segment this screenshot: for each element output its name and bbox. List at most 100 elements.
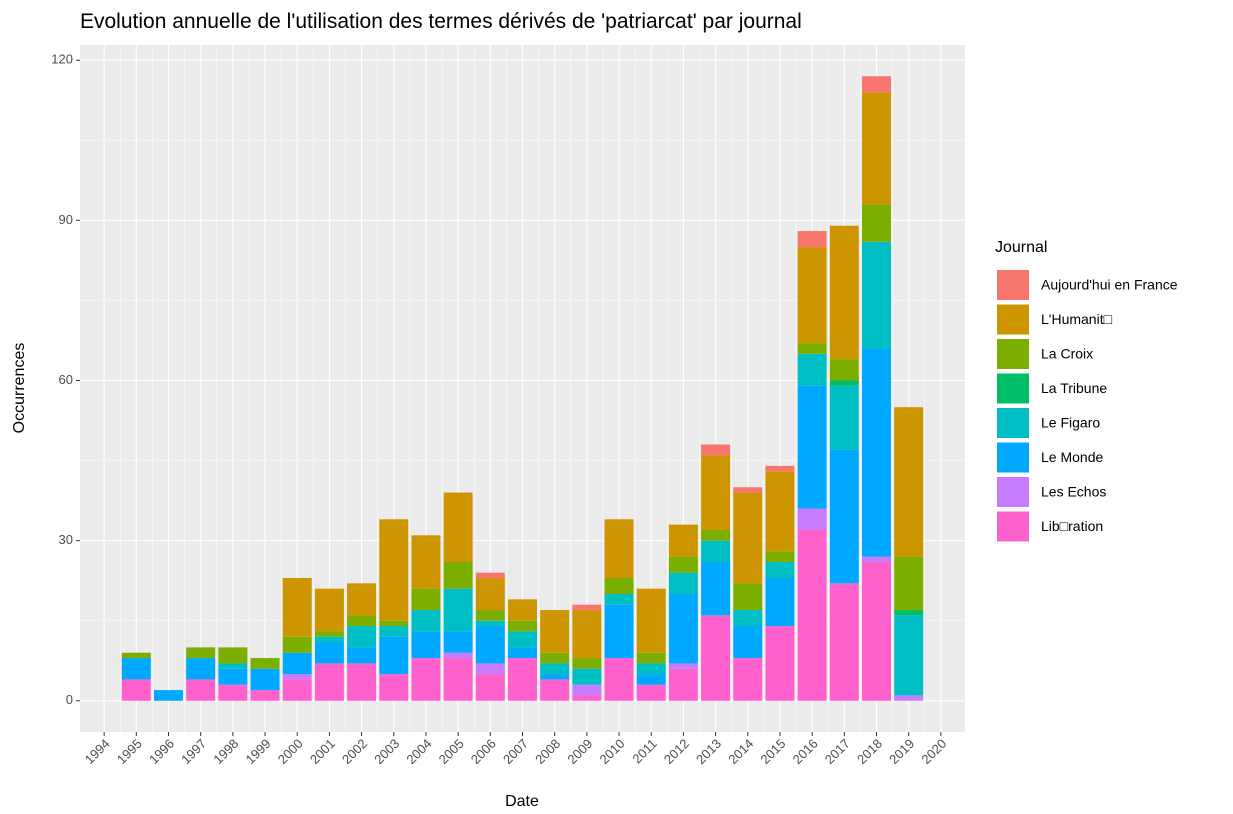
bar-segment [765,577,795,627]
bar-segment [829,359,859,381]
bar-segment [765,471,795,552]
bar-segment [411,658,441,701]
bar-segment [894,610,924,616]
y-axis-title: Occurrences [11,343,28,434]
bar-segment [604,577,634,595]
bar-segment [508,631,537,648]
bar-segment [347,663,377,701]
legend-swatch [997,304,1029,335]
bar-segment [508,658,537,701]
x-tick-label: 2008 [532,736,563,767]
x-tick-label: 2020 [918,736,949,767]
bar-segment [443,631,473,653]
bar-segment [862,241,891,349]
bar-segment [475,572,505,578]
bar-segment [314,588,344,632]
bar-segment [604,519,634,578]
x-tick-label: 2002 [339,736,370,767]
legend-label: Le Monde [1041,449,1103,465]
x-tick-label: 2017 [822,736,853,767]
x-tick-label: 1998 [210,736,241,767]
x-tick-label: 2019 [886,736,917,767]
bar-segment [314,631,344,637]
bar-segment [121,658,151,680]
bar-segment [540,652,570,664]
bar-segment [701,615,731,701]
bar-segment [797,529,827,701]
x-tick-label: 2015 [757,736,788,767]
y-tick-label: 60 [59,372,73,387]
legend-label: Aujourd'hui en France [1041,277,1178,293]
bar-segment [797,508,827,530]
bar-segment [636,588,666,653]
bar-segment [121,679,151,701]
bar-segment [862,561,891,701]
bar-segment [862,204,891,242]
x-tick-label: 2009 [564,736,595,767]
bar-segment [894,615,924,696]
bar-segment [379,626,409,637]
bar-segment [411,610,441,632]
legend-label: L'Humanit□ [1041,311,1113,327]
bar-segment [636,652,666,664]
bar-segment [765,551,795,562]
legend-label: Les Echos [1041,484,1106,500]
x-tick-label: 1997 [178,736,209,767]
bar-segment [347,615,377,627]
bar-segment [218,668,248,685]
bar-segment [186,679,216,701]
y-tick-label: 90 [59,212,73,227]
legend-swatch [997,339,1029,369]
bar-segment [572,695,602,701]
legend-swatch [997,408,1029,438]
bar-segment [572,610,602,659]
bar-segment [411,535,441,589]
bar-segment [282,652,312,675]
x-tick-label: 2012 [661,736,692,767]
bar-segment [668,663,698,669]
bar-segment [572,658,602,669]
legend-swatch [997,373,1029,404]
x-tick-label: 2007 [500,736,531,767]
x-axis-title: Date [505,793,539,810]
x-tick-label: 2018 [854,736,885,767]
bar-segment [765,465,795,472]
bar-segment [829,225,859,360]
x-tick-label: 2005 [436,736,467,767]
bar-segment [186,647,216,659]
bar-segment [411,588,441,611]
bar-segment [797,385,827,509]
legend-swatch [997,511,1029,542]
bar-segment [862,556,891,562]
bar-segment [604,604,634,659]
bar-segment [862,92,891,205]
bar-segment [894,407,924,557]
bar-segment [862,348,891,557]
x-tick-label: 1999 [243,736,274,767]
bar-segment [379,636,409,675]
bar-segment [701,540,731,562]
bar-segment [475,610,505,621]
bar-segment [540,610,570,653]
bar-segment [636,684,666,701]
bar-segment [314,663,344,701]
bar-segment [797,353,827,386]
x-tick-label: 2013 [693,736,724,767]
bar-segment [829,449,859,584]
bar-segment [668,668,698,701]
bar-segment [475,620,505,627]
bar-segment [379,620,409,627]
bar-segment [347,626,377,648]
bar-segment [797,247,827,344]
bar-segment [765,561,795,578]
bar-segment [347,583,377,616]
bar-segment [475,663,505,675]
bar-segment [604,594,634,605]
chart-title: Evolution annuelle de l'utilisation des … [80,10,802,33]
bar-segment [668,594,698,664]
bar-segment [894,556,924,611]
bar-segment [733,626,763,659]
bar-segment [218,647,248,664]
bar-segment [540,679,570,701]
bar-segment [250,690,280,701]
